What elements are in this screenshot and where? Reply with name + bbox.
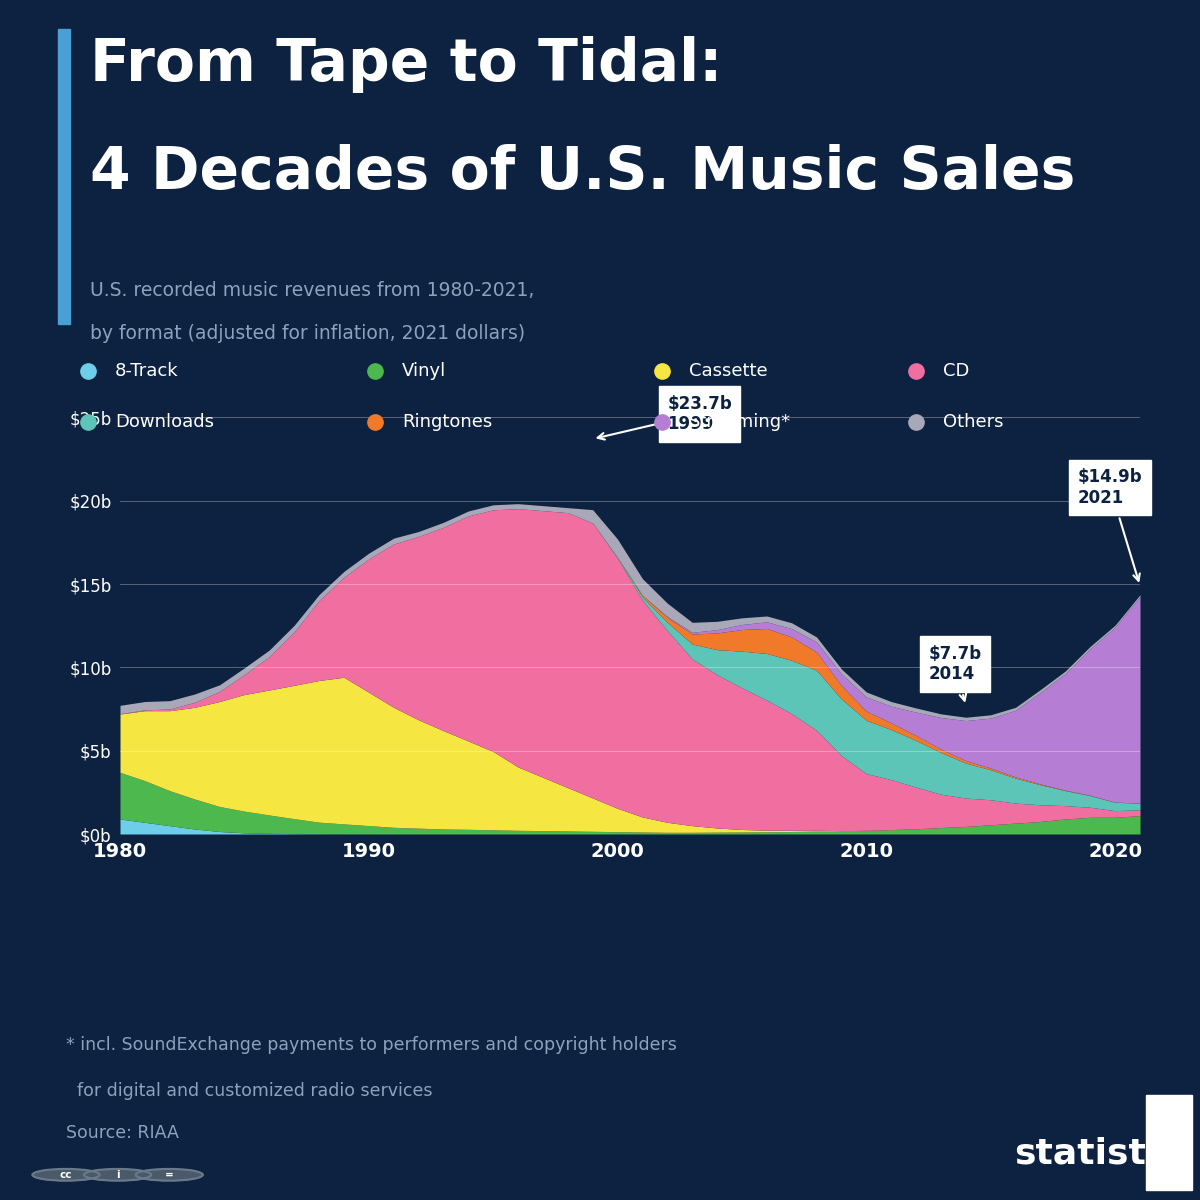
Text: 8-Track: 8-Track: [115, 361, 179, 379]
Bar: [58, 29, 70, 324]
Text: $23.7b
1999: $23.7b 1999: [598, 395, 732, 439]
Text: Others: Others: [943, 413, 1003, 431]
Circle shape: [84, 1169, 151, 1181]
Bar: [1146, 1094, 1192, 1189]
Text: From Tape to Tidal:: From Tape to Tidal:: [90, 36, 722, 92]
Text: for digital and customized radio services: for digital and customized radio service…: [66, 1082, 432, 1100]
Text: =: =: [164, 1170, 174, 1180]
Text: U.S. recorded music revenues from 1980-2021,: U.S. recorded music revenues from 1980-2…: [90, 281, 534, 300]
Text: Cassette: Cassette: [689, 361, 768, 379]
Text: $7.7b
2014: $7.7b 2014: [929, 644, 982, 701]
Text: by format (adjusted for inflation, 2021 dollars): by format (adjusted for inflation, 2021 …: [90, 324, 526, 343]
Text: $14.9b
2021: $14.9b 2021: [1078, 468, 1142, 581]
Text: Streaming*: Streaming*: [689, 413, 792, 431]
Circle shape: [32, 1169, 100, 1181]
Text: 4 Decades of U.S. Music Sales: 4 Decades of U.S. Music Sales: [90, 144, 1075, 200]
Text: Downloads: Downloads: [115, 413, 214, 431]
Text: CD: CD: [943, 361, 970, 379]
Circle shape: [136, 1169, 203, 1181]
Text: Ringtones: Ringtones: [402, 413, 492, 431]
Text: statista: statista: [1014, 1138, 1170, 1171]
Text: i: i: [115, 1170, 120, 1180]
Text: cc: cc: [60, 1170, 72, 1180]
Text: Vinyl: Vinyl: [402, 361, 446, 379]
Text: * incl. SoundExchange payments to performers and copyright holders: * incl. SoundExchange payments to perfor…: [66, 1036, 677, 1054]
Text: Source: RIAA: Source: RIAA: [66, 1124, 179, 1142]
